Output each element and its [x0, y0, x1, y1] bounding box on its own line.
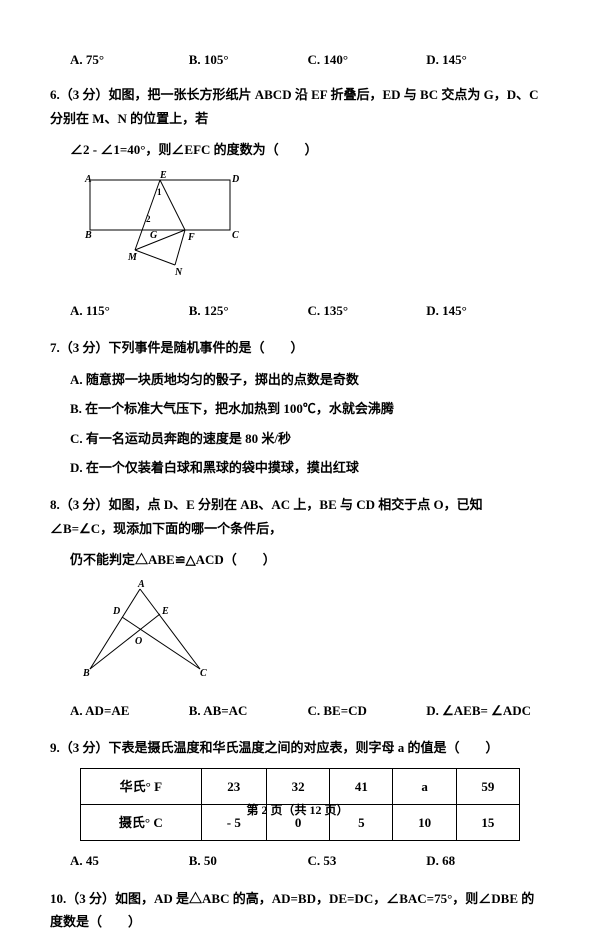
- page-footer: 第 2 页（共 12 页）: [0, 800, 595, 822]
- q9-options: A. 45 B. 50 C. 53 D. 68: [70, 849, 545, 872]
- svg-text:B: B: [82, 668, 90, 679]
- q7-opt-a: A. 随意掷一块质地均匀的骰子，掷出的点数是奇数: [70, 368, 545, 391]
- q6-text: 6.（3 分）如图，把一张长方形纸片 ABCD 沿 EF 折叠后，ED 与 BC…: [50, 83, 545, 130]
- q10: 10.（3 分）如图，AD 是△ABC 的高，AD=BD，DE=DC，∠BAC=…: [50, 887, 545, 934]
- svg-text:O: O: [135, 636, 142, 647]
- cell: a: [393, 768, 456, 804]
- q8-opt-c: C. BE=CD: [308, 699, 427, 722]
- q9-opt-b: B. 50: [189, 849, 308, 872]
- q10-text: 10.（3 分）如图，AD 是△ABC 的高，AD=BD，DE=DC，∠BAC=…: [50, 887, 545, 934]
- q7-text: 7.（3 分）下列事件是随机事件的是（ ）: [50, 336, 545, 359]
- q9-opt-d: D. 68: [426, 849, 545, 872]
- cell: 32: [266, 768, 329, 804]
- svg-text:F: F: [187, 232, 195, 243]
- svg-text:C: C: [200, 668, 207, 679]
- q5-opt-d: D. 145°: [426, 48, 545, 71]
- q8-options: A. AD=AE B. AB=AC C. BE=CD D. ∠AEB= ∠ADC: [70, 699, 545, 722]
- q7: 7.（3 分）下列事件是随机事件的是（ ） A. 随意掷一块质地均匀的骰子，掷出…: [50, 336, 545, 479]
- cell: 华氏° F: [81, 768, 202, 804]
- svg-text:A: A: [84, 174, 92, 185]
- q9-opt-a: A. 45: [70, 849, 189, 872]
- q5-opt-b: B. 105°: [189, 48, 308, 71]
- svg-text:C: C: [232, 230, 239, 241]
- q5-options: A. 75° B. 105° C. 140° D. 145°: [70, 48, 545, 71]
- q8-opt-a: A. AD=AE: [70, 699, 189, 722]
- q8-text2: 仍不能判定△ABE≌△ACD（ ）: [70, 548, 545, 571]
- cell: 59: [456, 768, 519, 804]
- q8-text: 8.（3 分）如图，点 D、E 分别在 AB、AC 上，BE 与 CD 相交于点…: [50, 493, 545, 540]
- q7-opt-c: C. 有一名运动员奔跑的速度是 80 米/秒: [70, 427, 545, 450]
- q6-options: A. 115° B. 125° C. 135° D. 145°: [70, 299, 545, 322]
- svg-text:E: E: [159, 170, 167, 181]
- q8: 8.（3 分）如图，点 D、E 分别在 AB、AC 上，BE 与 CD 相交于点…: [50, 493, 545, 722]
- q5-opt-c: C. 140°: [308, 48, 427, 71]
- q9-opt-c: C. 53: [308, 849, 427, 872]
- svg-text:B: B: [84, 230, 92, 241]
- svg-text:E: E: [161, 606, 169, 617]
- q5-opt-a: A. 75°: [70, 48, 189, 71]
- svg-text:D: D: [112, 606, 120, 617]
- q9-text: 9.（3 分）下表是摄氏温度和华氏温度之间的对应表，则字母 a 的值是（ ）: [50, 736, 545, 759]
- svg-text:D: D: [231, 174, 239, 185]
- q6-opt-b: B. 125°: [189, 299, 308, 322]
- svg-text:A: A: [137, 579, 145, 590]
- svg-text:1: 1: [157, 187, 162, 197]
- q8-figure: A B C D E O: [80, 579, 545, 686]
- svg-text:G: G: [150, 230, 158, 241]
- cell: 41: [330, 768, 393, 804]
- q8-opt-d: D. ∠AEB= ∠ADC: [426, 699, 545, 722]
- q6-opt-c: C. 135°: [308, 299, 427, 322]
- q6-figure: A D B C E F M N G 1 2: [80, 170, 545, 287]
- cell: 23: [201, 768, 266, 804]
- svg-text:M: M: [127, 252, 138, 263]
- q6: 6.（3 分）如图，把一张长方形纸片 ABCD 沿 EF 折叠后，ED 与 BC…: [50, 83, 545, 322]
- q6-opt-a: A. 115°: [70, 299, 189, 322]
- q8-opt-b: B. AB=AC: [189, 699, 308, 722]
- q7-opt-d: D. 在一个仅装着白球和黑球的袋中摸球，摸出红球: [70, 456, 545, 479]
- q6-opt-d: D. 145°: [426, 299, 545, 322]
- q6-text2: ∠2 - ∠1=40°，则∠EFC 的度数为（ ）: [70, 138, 545, 161]
- svg-text:N: N: [174, 267, 183, 278]
- table-row: 华氏° F 23 32 41 a 59: [81, 768, 520, 804]
- svg-text:2: 2: [146, 214, 151, 224]
- q7-opt-b: B. 在一个标准大气压下，把水加热到 100℃，水就会沸腾: [70, 397, 545, 420]
